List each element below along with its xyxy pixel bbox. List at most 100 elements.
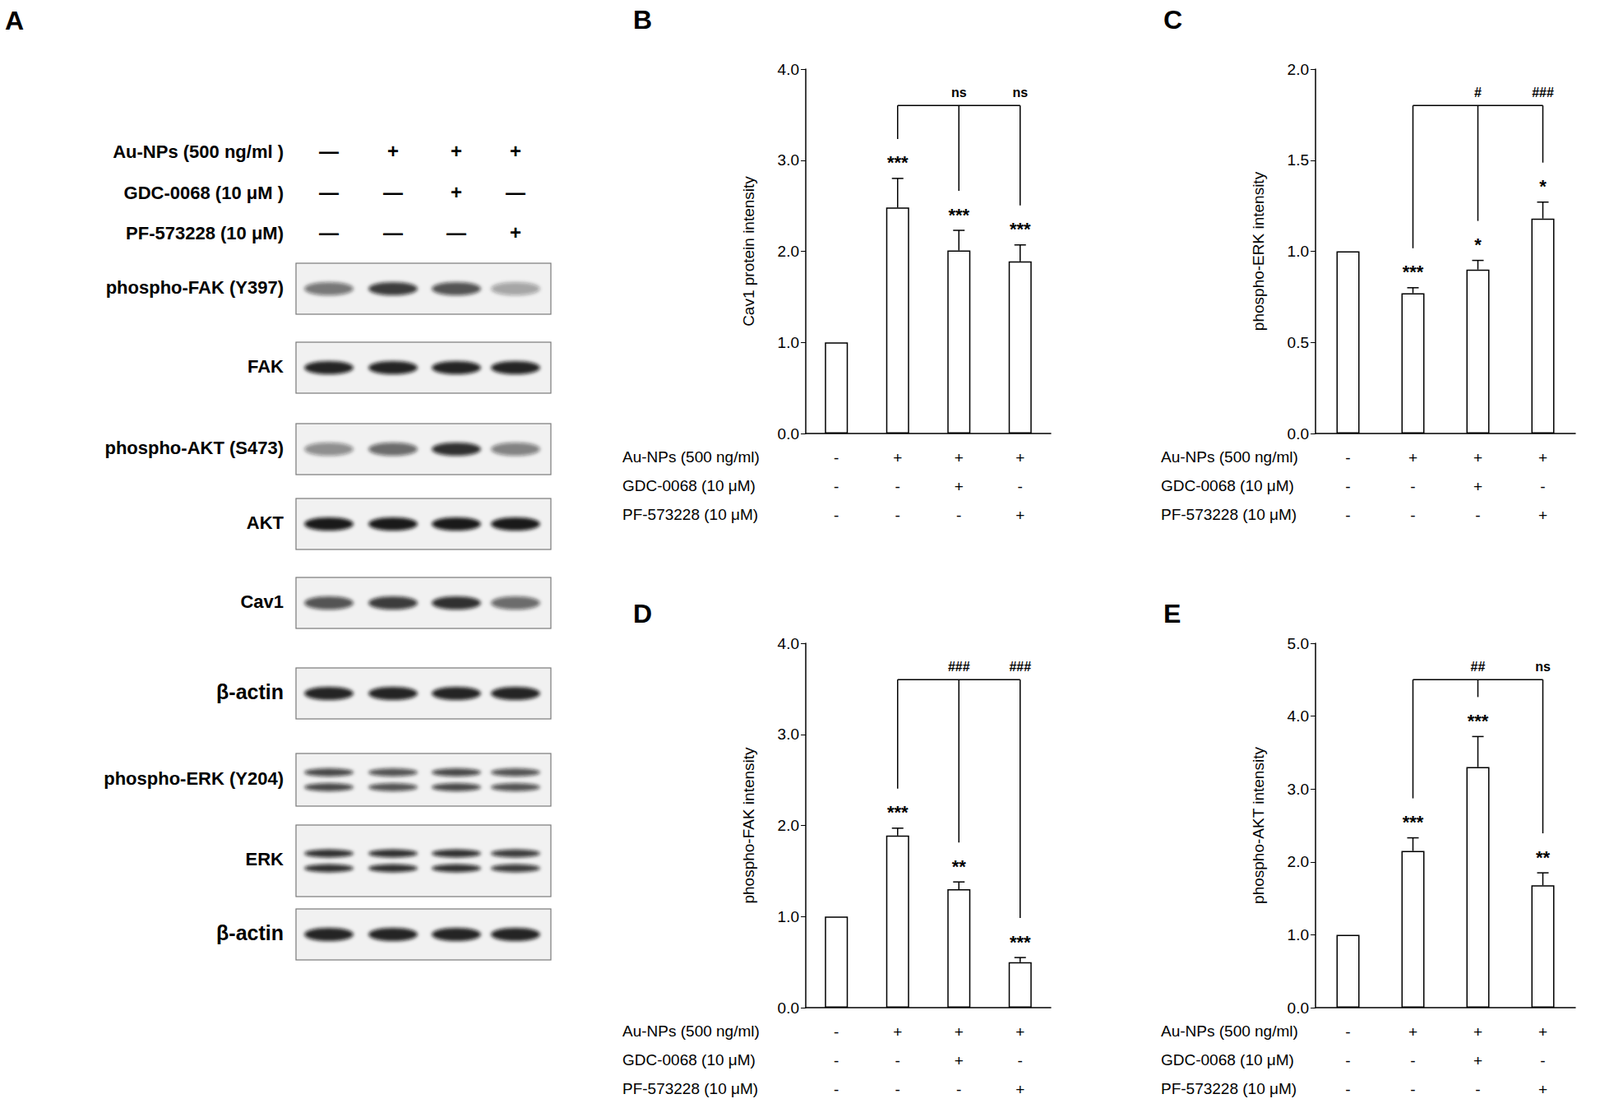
svg-text:—: — xyxy=(446,221,467,244)
svg-text:Cav1: Cav1 xyxy=(240,591,284,612)
svg-text:1.0: 1.0 xyxy=(1287,925,1309,944)
svg-text:-: - xyxy=(1345,1051,1351,1069)
svg-text:-: - xyxy=(833,506,839,524)
svg-text:**: ** xyxy=(1535,846,1551,868)
svg-text:***: *** xyxy=(1009,218,1032,240)
svg-text:-: - xyxy=(1017,477,1023,495)
svg-text:+: + xyxy=(1408,1022,1418,1041)
svg-text:+: + xyxy=(1015,1080,1025,1098)
svg-text:PF-573228 (10 μM): PF-573228 (10 μM) xyxy=(622,505,759,523)
svg-text:+: + xyxy=(509,221,522,244)
svg-text:+: + xyxy=(1538,506,1548,524)
svg-text:+: + xyxy=(1015,506,1025,524)
svg-text:+: + xyxy=(1473,1051,1483,1069)
svg-text:Au-NPs (500 ng/ml): Au-NPs (500 ng/ml) xyxy=(1160,448,1299,466)
svg-text:-: - xyxy=(1410,506,1416,524)
svg-text:PF-573228 (10 μM): PF-573228 (10 μM) xyxy=(622,1079,759,1097)
svg-text:***: *** xyxy=(887,152,909,173)
svg-text:—: — xyxy=(319,180,339,204)
svg-text:-: - xyxy=(895,1080,901,1098)
svg-text:0.5: 0.5 xyxy=(1287,333,1309,352)
svg-text:+: + xyxy=(1473,448,1483,467)
svg-text:E: E xyxy=(1163,598,1181,629)
svg-text:Au-NPs (500 ng/ml): Au-NPs (500 ng/ml) xyxy=(622,448,760,466)
svg-text:-: - xyxy=(1345,1022,1351,1041)
svg-text:Au-NPs (500 ng/ml): Au-NPs (500 ng/ml) xyxy=(1160,1021,1299,1040)
svg-text:-: - xyxy=(1475,506,1480,524)
svg-text:###: ### xyxy=(1531,85,1554,100)
svg-text:+: + xyxy=(1538,448,1548,467)
svg-text:-: - xyxy=(956,1080,962,1098)
svg-text:GDC-0068 (10 μM): GDC-0068 (10 μM) xyxy=(1160,1050,1295,1069)
svg-text:A: A xyxy=(4,5,24,36)
svg-text:+: + xyxy=(509,139,522,162)
svg-text:+: + xyxy=(1538,1080,1548,1098)
svg-text:PF-573228 (10 μM): PF-573228 (10 μM) xyxy=(1160,505,1297,523)
svg-text:1.0: 1.0 xyxy=(777,333,800,352)
svg-text:AKT: AKT xyxy=(246,512,285,533)
svg-text:+: + xyxy=(1473,1022,1483,1041)
svg-text:-: - xyxy=(1539,477,1545,495)
svg-text:-: - xyxy=(833,1080,839,1098)
svg-text:-: - xyxy=(1410,1080,1416,1098)
svg-text:***: *** xyxy=(1009,931,1032,953)
svg-text:4.0: 4.0 xyxy=(777,634,800,653)
svg-text:###: ### xyxy=(947,659,971,674)
svg-text:-: - xyxy=(1017,1051,1023,1069)
svg-text:***: *** xyxy=(947,204,970,226)
svg-text:**: ** xyxy=(952,855,967,877)
svg-text:5.0: 5.0 xyxy=(1287,634,1309,653)
svg-text:3.0: 3.0 xyxy=(777,725,800,743)
svg-text:PF-573228 (10 μM): PF-573228 (10 μM) xyxy=(1160,1079,1297,1097)
svg-text:D: D xyxy=(633,598,653,629)
svg-text:2.0: 2.0 xyxy=(1287,60,1309,79)
svg-text:-: - xyxy=(1410,477,1416,495)
svg-text:B: B xyxy=(633,4,653,35)
svg-text:+: + xyxy=(1015,1022,1025,1041)
svg-text:-: - xyxy=(1345,506,1351,524)
svg-text:ERK: ERK xyxy=(245,848,285,870)
svg-text:+: + xyxy=(954,477,964,495)
svg-text:phospho-ERK (Y204): phospho-ERK (Y204) xyxy=(103,767,284,789)
svg-text:#: # xyxy=(1474,85,1482,100)
svg-text:2.0: 2.0 xyxy=(777,816,800,834)
svg-text:+: + xyxy=(954,1051,964,1069)
svg-text:1.5: 1.5 xyxy=(1287,151,1309,169)
svg-text:-: - xyxy=(833,1051,839,1069)
svg-text:-: - xyxy=(1345,448,1351,467)
svg-text:ns: ns xyxy=(951,85,967,100)
svg-text:phospho-FAK (Y397): phospho-FAK (Y397) xyxy=(106,277,284,298)
svg-text:+: + xyxy=(450,180,463,204)
svg-text:##: ## xyxy=(1470,659,1486,674)
svg-text:***: *** xyxy=(887,801,909,823)
svg-text:—: — xyxy=(383,221,403,244)
svg-text:4.0: 4.0 xyxy=(1287,707,1309,725)
svg-text:GDC-0068 (10 μM): GDC-0068 (10 μM) xyxy=(622,476,756,495)
svg-text:phospho-AKT (S473): phospho-AKT (S473) xyxy=(104,437,284,458)
svg-text:-: - xyxy=(895,1051,901,1069)
svg-text:-: - xyxy=(895,506,901,524)
svg-text:-: - xyxy=(1345,477,1351,495)
svg-text:***: *** xyxy=(1467,710,1490,731)
svg-text:-: - xyxy=(1475,1080,1480,1098)
svg-text:0.0: 0.0 xyxy=(777,998,800,1017)
svg-text:-: - xyxy=(833,448,839,467)
svg-text:***: *** xyxy=(1402,811,1425,833)
svg-text:-: - xyxy=(1345,1080,1351,1098)
svg-text:-: - xyxy=(1539,1051,1545,1069)
svg-text:3.0: 3.0 xyxy=(1287,780,1309,798)
svg-text:+: + xyxy=(954,1022,964,1041)
svg-text:1.0: 1.0 xyxy=(1287,242,1309,260)
svg-text:ns: ns xyxy=(1535,659,1551,674)
svg-text:*: * xyxy=(1474,234,1482,255)
svg-text:+: + xyxy=(1408,448,1418,467)
svg-text:phospho-AKT intensity: phospho-AKT intensity xyxy=(1249,746,1268,904)
svg-text:β-actin: β-actin xyxy=(216,679,284,703)
svg-text:PF-573228 (10 μM): PF-573228 (10 μM) xyxy=(125,222,284,244)
svg-text:1.0: 1.0 xyxy=(777,907,800,925)
svg-text:—: — xyxy=(383,180,403,204)
svg-text:-: - xyxy=(1410,1051,1416,1069)
svg-text:2.0: 2.0 xyxy=(777,242,800,260)
svg-text:+: + xyxy=(954,448,964,467)
svg-text:-: - xyxy=(956,506,962,524)
